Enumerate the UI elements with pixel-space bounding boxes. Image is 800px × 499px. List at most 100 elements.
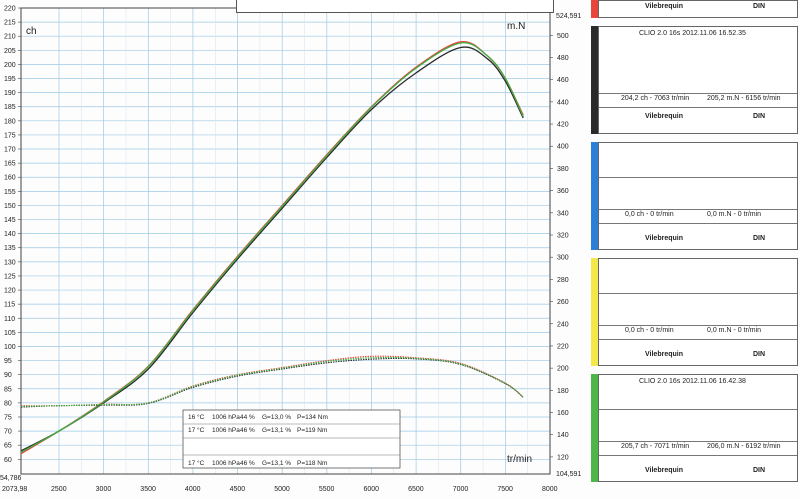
y-left-tick-label: 215 [4,20,16,27]
info-cell: 16 °C [188,413,205,421]
y-right-unit: m.N [507,21,525,32]
x-tick-label: 2073,98 [2,486,27,493]
x-tick-label: 7500 [497,486,513,493]
y-left-tick-label: 190 [4,90,16,97]
result-panel-red[interactable]: Vilebrequin DIN [588,0,800,18]
info-cell: P=118 Nm [297,460,327,467]
panel-power-result: 205,7 ch - 7071 tr/min [621,443,690,450]
y-right-tick-label: 360 [557,188,569,195]
y-right-tick-label: 180 [557,388,569,395]
y-right-tick-label: 120 [557,454,569,461]
y-left-axis-ticks: 60 65 70 75 80 85 90 95 100 105 110 115 120 125 130 135… [4,6,21,464]
panel-crank-label: Vilebrequin [645,351,683,358]
y-left-tick-label: 90 [4,372,12,379]
result-panel-blue[interactable]: 0,0 ch - 0 tr/min 0,0 m.N - 0 tr/min Vil… [588,142,800,250]
y-left-tick-label: 130 [4,259,16,266]
y-left-tick-label: 115 [4,302,15,309]
y-left-tick-label: 220 [4,6,16,13]
y-left-tick-label: 65 [4,443,12,450]
y-right-tick-label: 240 [557,321,569,328]
panel-torque-result: 0,0 m.N - 0 tr/min [707,327,762,334]
y-right-bottom-label: 104,591 [556,471,581,478]
y-left-tick-label: 165 [4,161,16,168]
x-tick-label: 7000 [453,486,469,493]
info-cell: 46 % [240,460,255,467]
panel-box: CLIO 2.0 16s 2012.11.06 16.52.35 204,2 c… [598,26,798,134]
y-left-tick-label: 120 [4,288,16,295]
panel-norm-label: DIN [753,235,766,242]
info-cell: G=13,0 % [262,414,291,421]
panel-crank-label: Vilebrequin [645,467,683,474]
y-left-tick-label: 210 [4,34,16,41]
panel-box: 0,0 ch - 0 tr/min 0,0 m.N - 0 tr/min Vil… [598,142,798,250]
panel-norm-label: DIN [753,3,766,10]
y-left-tick-label: 125 [4,273,16,280]
panel-color-bar [591,142,598,250]
y-right-top-label: 524,591 [556,13,581,20]
info-cell: G=13,1 % [262,460,291,467]
x-tick-label: 5500 [319,486,335,493]
x-tick-label: 5000 [274,486,290,493]
y-left-tick-label: 180 [4,118,16,125]
panel-power-result: 0,0 ch - 0 tr/min [625,327,674,334]
result-panel-black[interactable]: CLIO 2.0 16s 2012.11.06 16.52.35 204,2 c… [588,26,800,134]
y-left-tick-label: 100 [4,344,16,351]
info-cell: G=13,1 % [262,427,291,434]
y-left-tick-label: 205 [4,48,16,55]
x-tick-label: 4500 [230,486,246,493]
y-right-tick-label: 460 [557,77,569,84]
result-panel-green[interactable]: CLIO 2.0 16s 2012.11.06 16.42.38 205,7 c… [588,374,800,482]
info-cell: P=134 Nm [297,414,328,421]
y-left-tick-label: 195 [4,76,16,83]
y-left-tick-label: 155 [4,189,16,196]
panel-box: 0,0 ch - 0 tr/min 0,0 m.N - 0 tr/min Vil… [598,258,798,366]
y-left-tick-label: 150 [4,203,16,210]
y-right-tick-label: 160 [557,410,569,417]
panel-norm-label: DIN [753,113,766,120]
x-unit: tr/min [507,454,532,465]
y-left-tick-label: 95 [4,358,12,365]
y-left-tick-label: 160 [4,175,16,182]
panel-power-result: 0,0 ch - 0 tr/min [625,211,674,218]
series-line-2 [20,42,524,453]
dyno-chart: 2073,98 2500 3000 3500 4000 4500 5000 5500 6000 6… [0,6,581,494]
info-cell: 1006 hPa [212,414,240,421]
y-right-tick-label: 280 [557,277,569,284]
y-left-tick-label: 170 [4,147,16,154]
y-right-tick-label: 380 [557,166,569,173]
y-right-tick-label: 220 [557,343,569,350]
y-left-tick-label: 60 [4,457,12,464]
panel-crank-label: Vilebrequin [645,3,683,10]
x-tick-label: 2500 [51,486,67,493]
panel-color-bar [591,26,598,134]
panel-color-bar [591,258,598,366]
info-cell: 17 °C [188,459,205,467]
info-cell: P=119 Nm [297,427,327,434]
y-left-tick-label: 80 [4,400,12,407]
y-left-tick-label: 140 [4,231,16,238]
results-panels: Vilebrequin DIN CLIO 2.0 16s 2012.11.06 … [588,0,800,499]
y-right-tick-label: 440 [557,99,569,106]
result-panel-yellow[interactable]: 0,0 ch - 0 tr/min 0,0 m.N - 0 tr/min Vil… [588,258,800,366]
y-left-tick-label: 135 [4,245,16,252]
y-right-tick-label: 400 [557,144,569,151]
panel-torque-result: 205,2 m.N - 6156 tr/min [707,95,781,102]
info-cell: 1006 hPa [212,460,240,467]
y-left-tick-label: 105 [4,330,16,337]
panel-norm-label: DIN [753,467,766,474]
y-left-tick-label: 175 [4,132,16,139]
x-tick-label: 3000 [96,486,112,493]
y-right-tick-label: 200 [557,366,569,373]
y-right-tick-label: 480 [557,55,569,62]
top-label-box [236,0,554,13]
y-right-tick-label: 140 [557,432,569,439]
x-tick-label: 4000 [185,486,201,493]
y-right-tick-label: 420 [557,122,569,129]
y-left-tick-label: 145 [4,217,16,224]
x-axis-ticks: 2073,98 2500 3000 3500 4000 4500 5000 5500 6000 6… [2,486,558,493]
y-right-axis-ticks: 120 140 160 180 200 220 240 260 280 300 320 340 360 3… [550,33,569,461]
info-cell: 44 % [240,414,255,421]
y-left-tick-label: 200 [4,62,16,69]
panel-torque-result: 206,0 m.N - 6192 tr/min [707,443,781,450]
